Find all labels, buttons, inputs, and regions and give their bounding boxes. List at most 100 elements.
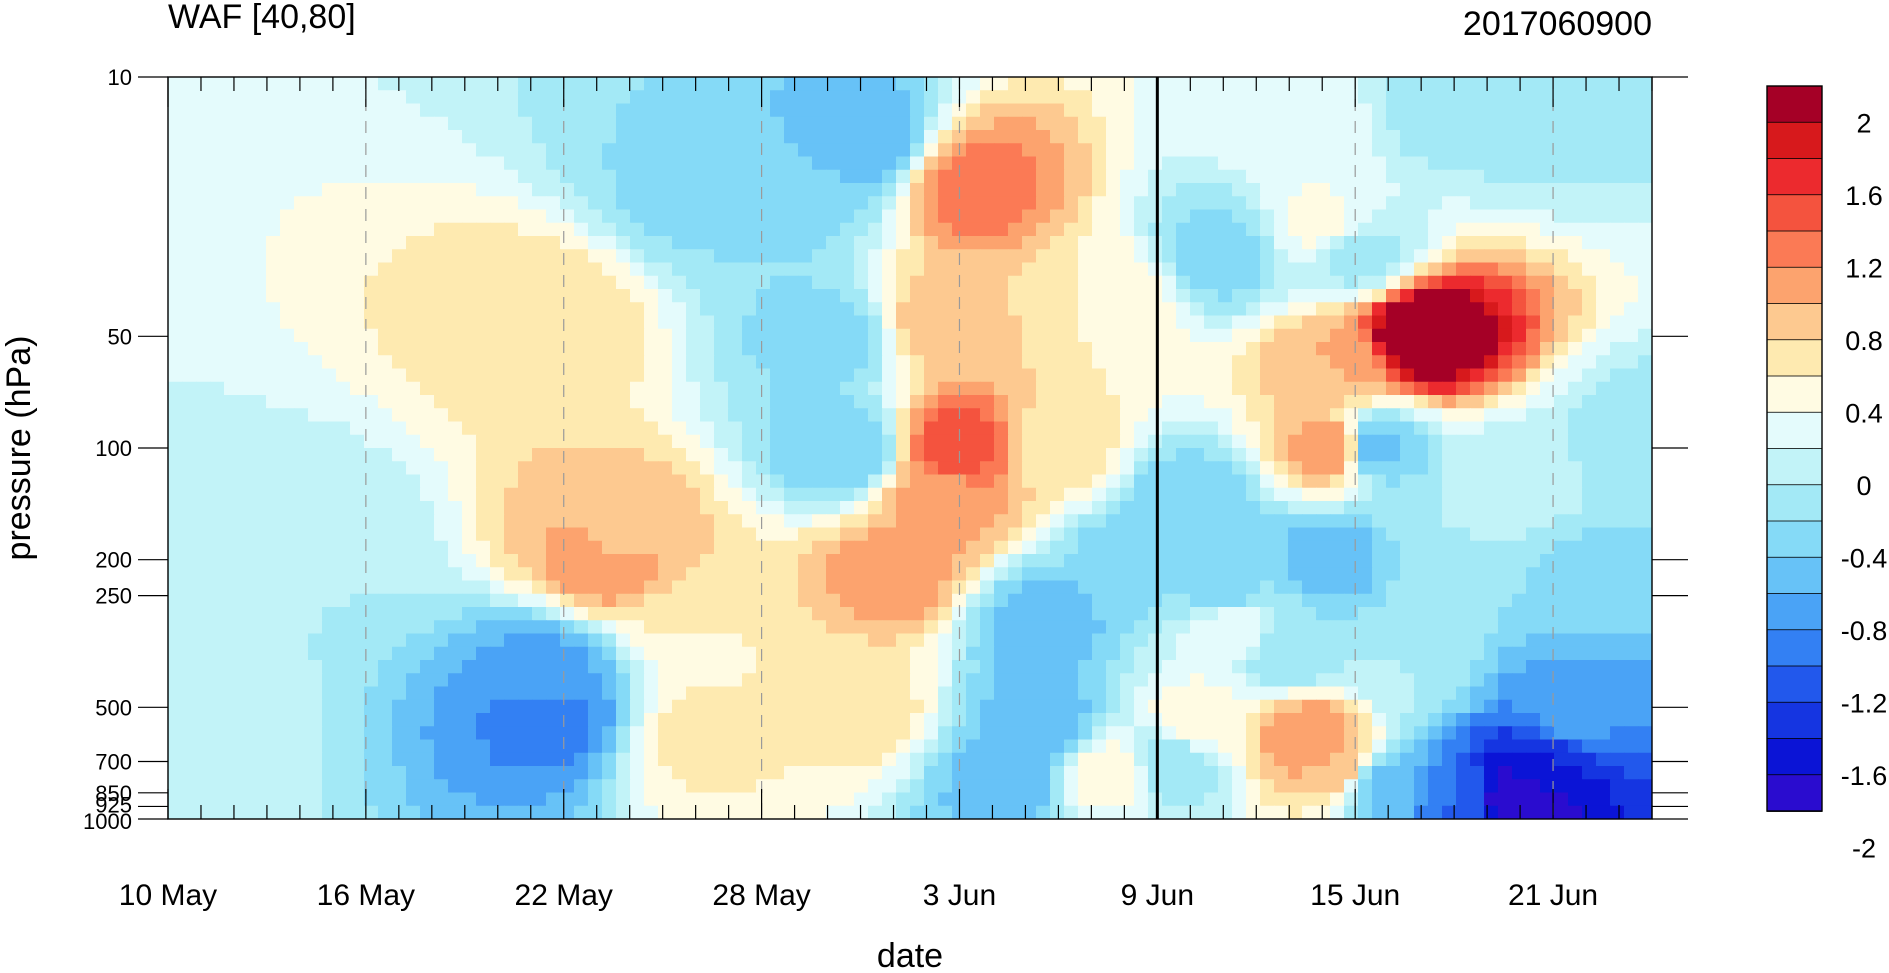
heat-cell [196,249,211,264]
heat-cell [1148,395,1163,409]
heat-cell [280,593,295,608]
heat-cell [1148,222,1163,237]
heat-cell [602,156,617,171]
heat-cell [1288,315,1303,330]
heat-cell [434,222,449,237]
heat-cell [252,196,267,211]
heat-cell [1344,646,1359,661]
heat-cell [784,633,799,648]
heat-cell [1456,196,1471,211]
heat-cell [798,169,813,184]
heat-cell [1400,501,1415,515]
heat-cell [1428,381,1443,396]
heat-cell [448,196,463,211]
heat-cell [728,355,743,370]
heat-cell [1582,249,1597,264]
heat-cell [1148,421,1163,436]
heat-cell [1638,686,1652,701]
heat-cell [994,633,1009,648]
heat-cell [266,421,281,436]
heat-cell [252,474,267,489]
heat-cell [1302,448,1317,462]
heat-cell [434,143,449,158]
heat-cell [952,660,967,674]
heat-cell [406,660,421,674]
heat-cell [1596,90,1611,105]
heat-cell [294,527,309,542]
heat-cell [1512,355,1527,370]
heat-cell [378,355,393,370]
heat-cell [882,686,897,701]
heat-cell [196,116,211,131]
heat-cell [1512,554,1527,568]
heat-cell [266,620,281,635]
heat-cell [1526,209,1541,224]
heat-cell [1302,487,1317,502]
heat-cell [868,448,883,462]
heat-cell [1050,302,1065,317]
heat-cell [910,381,925,396]
heat-cell [1036,275,1051,290]
heat-cell [420,103,435,118]
heat-cell [602,501,617,515]
heat-cell [1246,222,1261,237]
heat-cell [1400,222,1415,237]
heat-cell [168,421,183,436]
heat-cell [1442,434,1457,449]
heat-cell [1386,421,1401,436]
heat-cell [1260,514,1275,529]
heat-cell [504,421,519,436]
heat-cell [840,90,855,105]
heat-cell [742,262,757,277]
heat-cell [1106,315,1121,330]
heat-cell [672,236,687,250]
heat-cell [826,77,841,91]
heat-cell [490,368,505,383]
heat-cell [784,116,799,131]
heat-cell [1526,660,1541,674]
heat-cell [546,408,561,423]
heat-cell [322,302,337,317]
heat-cell [1162,421,1177,436]
heat-cell [1428,540,1443,555]
heat-cell [448,355,463,370]
heat-cell [938,408,953,423]
heat-cell [1442,487,1457,502]
heat-cell [364,620,379,635]
heat-cell [1274,381,1289,396]
heat-cell [266,554,281,568]
heat-cell [238,633,253,648]
heat-cell [1092,130,1107,144]
heat-cell [1022,593,1037,608]
heat-cell [1260,355,1275,370]
heat-cell [266,289,281,303]
heat-cell [644,448,659,462]
heat-cell [322,395,337,409]
heat-cell [294,315,309,330]
heat-cell [1470,209,1485,224]
heat-cell [168,77,183,91]
heat-cell [1246,130,1261,144]
heat-cell [168,196,183,211]
heat-cell [182,514,197,529]
heat-cell [364,461,379,476]
heat-cell [994,222,1009,237]
heat-cell [308,289,323,303]
heat-cell [924,368,939,383]
heat-cell [1176,156,1191,171]
heat-cell [798,434,813,449]
heat-cell [630,501,645,515]
heat-cell [966,116,981,131]
heat-cell [1078,461,1093,476]
heat-cell [1456,77,1471,91]
heat-cell [1638,169,1652,184]
heat-cell [1582,355,1597,370]
heat-cell [350,607,365,621]
heat-cell [1190,633,1205,648]
heat-cell [266,514,281,529]
heat-cell [504,328,519,343]
heat-cell [350,567,365,582]
heat-cell [798,620,813,635]
heat-cell [1050,249,1065,264]
heat-cell [224,474,239,489]
